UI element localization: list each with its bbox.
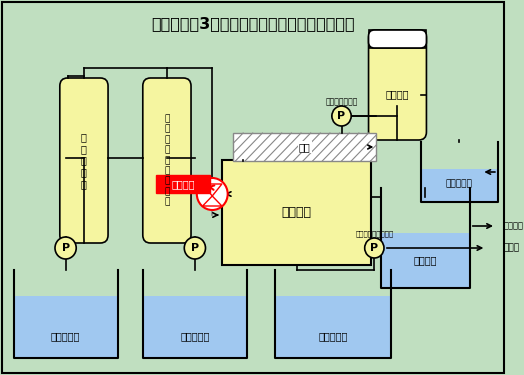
Text: 当該箇所: 当該箇所 <box>171 179 195 189</box>
Text: 逆浸透膜: 逆浸透膜 <box>282 206 312 219</box>
Text: ろ過海水槽: ろ過海水槽 <box>180 331 210 341</box>
Text: ポ
リ
ッ
シ
ン
グ
ろ
過
器: ポ リ ッ シ ン グ ろ 過 器 <box>164 114 170 207</box>
Text: 伊方発電所3号機　海水淡水化装置系統概略図: 伊方発電所3号機 海水淡水化装置系統概略図 <box>151 16 355 31</box>
Bar <box>156 175 210 193</box>
Bar <box>368 30 427 48</box>
Text: 塩酸貯槽: 塩酸貯槽 <box>386 89 409 99</box>
Text: 濃縮海水排水ポンプ: 濃縮海水排水ポンプ <box>355 231 394 237</box>
Text: 放水口: 放水口 <box>504 243 520 252</box>
Circle shape <box>365 238 384 258</box>
Bar <box>381 233 470 288</box>
Text: 床面: 床面 <box>299 142 311 152</box>
Circle shape <box>332 106 351 126</box>
Text: 濃縮海水槽: 濃縮海水槽 <box>318 331 347 341</box>
FancyBboxPatch shape <box>368 30 427 140</box>
Bar <box>222 160 372 265</box>
Text: 透過水槽: 透過水槽 <box>414 255 437 265</box>
Text: P: P <box>61 243 70 253</box>
Polygon shape <box>203 196 222 206</box>
Bar <box>421 169 498 202</box>
Circle shape <box>55 237 76 259</box>
Text: 塩酸注入ポンプ: 塩酸注入ポンプ <box>325 98 358 106</box>
FancyBboxPatch shape <box>143 78 191 243</box>
Bar <box>14 296 118 358</box>
Text: P: P <box>370 243 378 253</box>
Polygon shape <box>203 184 222 196</box>
Circle shape <box>197 178 228 210</box>
Text: P: P <box>191 243 199 253</box>
Bar <box>275 296 391 358</box>
Text: P: P <box>337 111 346 121</box>
Bar <box>143 296 247 358</box>
Text: 純水装置: 純水装置 <box>504 222 523 231</box>
FancyBboxPatch shape <box>60 78 108 243</box>
Text: 海水ピット: 海水ピット <box>51 331 80 341</box>
Text: 二
層
ろ
過
器: 二 層 ろ 過 器 <box>81 132 87 189</box>
Circle shape <box>184 237 205 259</box>
Bar <box>234 133 376 161</box>
FancyBboxPatch shape <box>368 30 427 48</box>
Text: 逆洗排水槽: 逆洗排水槽 <box>446 180 473 189</box>
